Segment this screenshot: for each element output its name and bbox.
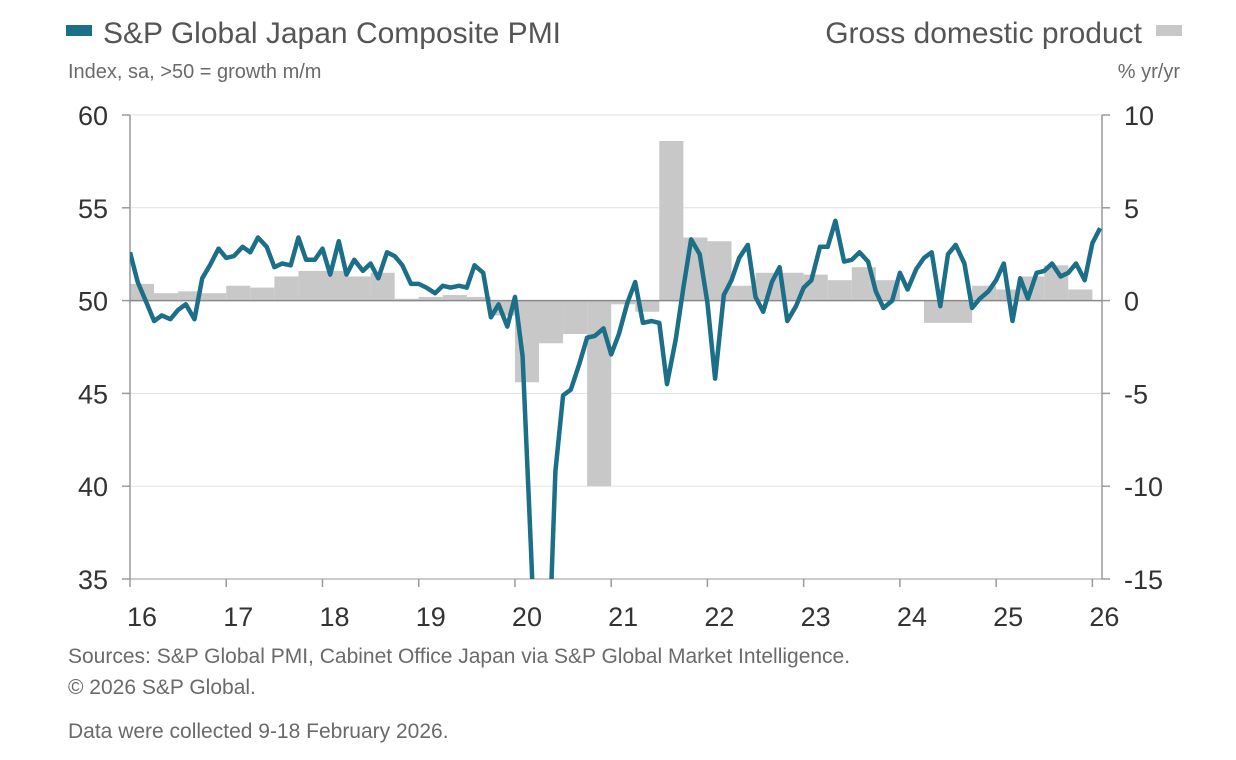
right-tick-label: -10 <box>1124 472 1163 502</box>
pmi-line <box>130 218 1102 579</box>
pmi-line-group <box>130 218 1102 579</box>
gdp-bar <box>803 274 828 301</box>
x-tick-label: 19 <box>416 602 446 632</box>
gdp-bar <box>611 300 636 305</box>
gdp-bars <box>130 140 1093 487</box>
x-tick-label: 25 <box>993 602 1023 632</box>
x-tick-label: 20 <box>512 602 542 632</box>
x-tick-label: 18 <box>319 602 349 632</box>
right-tick-label: 5 <box>1124 194 1139 224</box>
gdp-bar <box>466 296 491 301</box>
left-tick-label: 55 <box>78 194 108 224</box>
gdp-bar <box>322 270 347 301</box>
right-tick-label: -5 <box>1124 379 1148 409</box>
gdp-bar <box>948 300 973 323</box>
left-tick-label: 40 <box>78 472 108 502</box>
x-tick-label: 21 <box>608 602 638 632</box>
left-axis-label: Index, sa, >50 = growth m/m <box>68 61 321 83</box>
collection-note: Data were collected 9-18 February 2026. <box>68 720 449 743</box>
gdp-bar <box>346 276 371 301</box>
x-tick-label: 26 <box>1089 602 1119 632</box>
sources-note: Sources: S&P Global PMI, Cabinet Office … <box>68 645 851 668</box>
copyright-note: © 2026 S&P Global. <box>68 676 256 699</box>
gdp-bar <box>202 293 227 301</box>
gdp-bar <box>418 296 443 301</box>
gdp-bar <box>731 285 756 301</box>
left-tick-label: 45 <box>78 379 108 409</box>
legend-mask <box>620 12 740 52</box>
gdp-bar <box>1068 289 1093 301</box>
left-tick-label: 60 <box>78 101 108 131</box>
gdp-legend-label: Gross domestic product <box>825 17 1142 50</box>
gdp-bar <box>274 276 299 301</box>
gdp-bar <box>154 293 179 301</box>
gdp-legend-swatch <box>1156 25 1182 36</box>
axes <box>122 114 1110 587</box>
right-tick-label: -15 <box>1124 565 1163 595</box>
gdp-bar <box>539 300 564 344</box>
gdp-bar <box>563 300 588 335</box>
x-tick-label: 17 <box>223 602 253 632</box>
pmi-legend-swatch <box>66 25 92 36</box>
gdp-bar <box>659 140 684 301</box>
gdp-bar <box>250 287 275 301</box>
gdp-bar <box>226 285 251 301</box>
x-tick-label: 24 <box>897 602 927 632</box>
x-tick-label: 23 <box>801 602 831 632</box>
gdp-bar <box>178 291 203 301</box>
x-tick-label: 16 <box>127 602 157 632</box>
gdp-bar <box>587 300 612 487</box>
gdp-bar <box>635 300 660 312</box>
left-tick-label: 35 <box>78 565 108 595</box>
gdp-bar <box>827 280 852 301</box>
right-axis-label: % yr/yr <box>1118 61 1181 83</box>
gdp-bar <box>923 300 949 323</box>
gdp-bar <box>442 295 467 301</box>
right-tick-label: 0 <box>1124 287 1139 317</box>
gridlines <box>130 114 1102 487</box>
gdp-bar <box>370 272 395 301</box>
x-tick-label: 22 <box>704 602 734 632</box>
pmi-legend-label: S&P Global Japan Composite PMI <box>103 17 561 50</box>
chart: S&P Global Japan Composite PMI Gross dom… <box>66 12 1182 632</box>
left-tick-label: 50 <box>78 287 108 317</box>
gdp-bar <box>298 270 323 301</box>
right-tick-label: 10 <box>1124 101 1154 131</box>
gdp-bar <box>394 298 419 301</box>
